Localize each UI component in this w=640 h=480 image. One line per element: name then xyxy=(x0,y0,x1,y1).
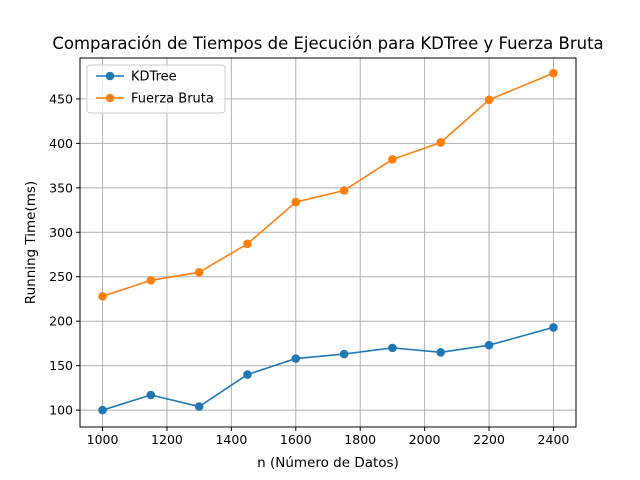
data-point xyxy=(146,390,156,400)
grid xyxy=(80,58,576,427)
x-tick-label: 1800 xyxy=(344,432,376,447)
data-point xyxy=(549,323,558,332)
data-point xyxy=(291,197,301,207)
data-point xyxy=(549,68,558,78)
data-point xyxy=(388,343,397,353)
series-fuerza-bruta xyxy=(98,68,558,301)
data-point xyxy=(436,348,446,357)
y-tick-label: 400 xyxy=(49,136,73,151)
x-tick-label: 1200 xyxy=(151,432,183,447)
data-point xyxy=(194,267,204,277)
x-axis: 1000 1200 1400 1600 1800 2000 2200 2400 xyxy=(87,427,570,447)
data-point xyxy=(388,155,397,164)
data-point xyxy=(339,349,349,359)
x-tick-label: 1400 xyxy=(215,432,247,447)
legend-label: Fuerza Bruta xyxy=(131,92,214,107)
data-point xyxy=(339,186,349,195)
x-tick-label: 2000 xyxy=(409,432,441,447)
series-kdtree xyxy=(98,323,558,415)
x-tick-label: 2200 xyxy=(473,432,505,447)
legend-marker xyxy=(105,71,115,81)
y-tick-label: 350 xyxy=(49,180,73,195)
data-point xyxy=(484,340,494,350)
x-tick-label: 1000 xyxy=(87,432,119,447)
x-tick-label: 1600 xyxy=(280,432,312,447)
y-tick-label: 250 xyxy=(49,269,73,284)
data-point xyxy=(436,138,446,147)
data-point xyxy=(291,354,301,363)
y-tick-label: 450 xyxy=(49,91,73,106)
series-line xyxy=(102,326,554,411)
data-point xyxy=(243,370,252,379)
chart-title: Comparación de Tiempos de Ejecución para… xyxy=(52,34,603,53)
y-tick-label: 150 xyxy=(49,358,73,373)
y-tick-label: 300 xyxy=(49,225,73,240)
y-tick-label: 200 xyxy=(49,314,73,329)
x-tick-label: 2400 xyxy=(538,432,570,447)
y-axis-label: Running Time(ms) xyxy=(23,181,39,304)
legend-label: KDTree xyxy=(131,70,177,85)
plot-area xyxy=(79,57,577,428)
data-point xyxy=(194,402,204,411)
data-point xyxy=(98,405,107,415)
legend: KDTree Fuerza Bruta xyxy=(86,64,226,114)
legend-marker xyxy=(105,93,115,103)
legend-box xyxy=(86,64,226,114)
data-point xyxy=(243,239,252,249)
series-layer xyxy=(98,68,558,415)
data-point xyxy=(484,95,494,105)
y-axis: 100 150 200 250 300 350 400 450 xyxy=(49,91,80,418)
plot-frame xyxy=(79,57,577,428)
y-tick-label: 100 xyxy=(49,403,73,418)
series-line xyxy=(102,72,554,298)
x-axis-label: n (Número de Datos) xyxy=(257,455,399,471)
data-point xyxy=(146,275,156,285)
data-point xyxy=(98,291,107,301)
